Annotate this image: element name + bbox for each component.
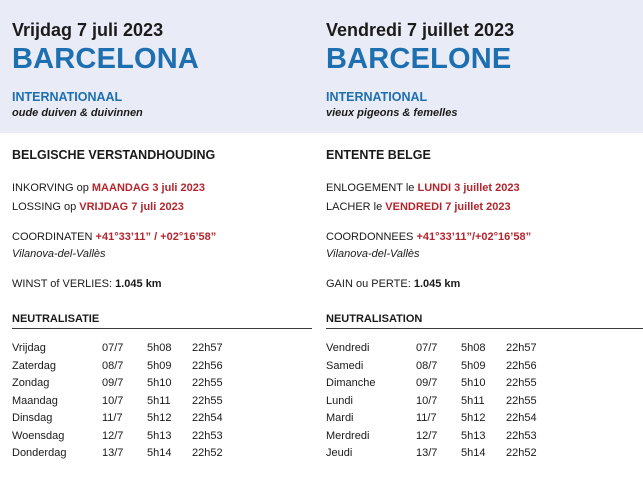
release-value: VRIJDAG 7 juli 2023 bbox=[79, 201, 184, 213]
row-end: 22h55 bbox=[192, 377, 223, 389]
row-end: 22h52 bbox=[506, 447, 537, 459]
gain-value: 1.045 km bbox=[115, 278, 162, 290]
row-date: 09/7 bbox=[102, 377, 124, 389]
row-end: 22h53 bbox=[192, 429, 223, 442]
release-line: LACHER le VENDREDI 7 juillet 2023 bbox=[326, 201, 511, 213]
row-date: 07/7 bbox=[416, 342, 438, 354]
row-day: Maandag bbox=[12, 394, 58, 407]
row-date: 07/7 bbox=[102, 342, 124, 354]
row-day: Woensdag bbox=[12, 429, 65, 442]
row-start: 5h14 bbox=[147, 447, 172, 459]
row-date: 11/7 bbox=[102, 412, 123, 424]
row-day: Lundi bbox=[326, 394, 353, 407]
row-start: 5h11 bbox=[461, 394, 485, 407]
coordinates-value: +41°33’11” / +02°16’58” bbox=[95, 231, 217, 243]
row-day: Dinsdag bbox=[12, 412, 53, 424]
basketing-line: INKORVING op MAANDAG 3 juli 2023 bbox=[12, 182, 205, 194]
row-end: 22h55 bbox=[506, 394, 537, 407]
row-day: Merdredi bbox=[326, 429, 370, 442]
row-end: 22h54 bbox=[506, 412, 537, 424]
row-end: 22h56 bbox=[506, 359, 537, 372]
coordinates-value: +41°33’11”/+02°16’58” bbox=[416, 231, 532, 243]
gain-label: WINST of VERLIES: bbox=[12, 278, 116, 290]
row-date: 08/7 bbox=[102, 359, 124, 372]
row-end: 22h55 bbox=[192, 394, 223, 407]
row-start: 5h12 bbox=[147, 412, 172, 424]
row-end: 22h52 bbox=[192, 447, 223, 459]
row-day: Vendredi bbox=[326, 342, 370, 354]
row-day: Jeudi bbox=[326, 447, 353, 459]
row-day: Zaterdag bbox=[12, 359, 57, 372]
basketing-line: ENLOGEMENT le LUNDI 3 juillet 2023 bbox=[326, 182, 520, 194]
row-start: 5h13 bbox=[147, 429, 172, 442]
row-end: 22h57 bbox=[192, 342, 223, 354]
gain-value: 1.045 km bbox=[413, 278, 461, 290]
row-day: Zondag bbox=[12, 377, 50, 389]
divider bbox=[326, 328, 643, 329]
row-date: 13/7 bbox=[102, 447, 124, 459]
row-start: 5h12 bbox=[461, 412, 486, 424]
gain-line: GAIN ou PERTE: 1.045 km bbox=[326, 278, 460, 290]
gain-line: WINST of VERLIES: 1.045 km bbox=[12, 278, 162, 290]
race-city: BARCELONA bbox=[12, 43, 200, 75]
row-end: 22h57 bbox=[506, 342, 537, 354]
release-place: Vilanova-del-Vallès bbox=[12, 248, 106, 260]
row-start: 5h08 bbox=[461, 342, 486, 354]
row-start: 5h14 bbox=[461, 447, 486, 459]
row-end: 22h53 bbox=[506, 429, 537, 442]
header-band bbox=[0, 0, 643, 133]
row-date: 11/7 bbox=[416, 412, 437, 424]
row-start: 5h11 bbox=[147, 394, 171, 407]
row-end: 22h54 bbox=[192, 412, 223, 424]
row-day: Donderdag bbox=[12, 447, 67, 459]
gain-label: GAIN ou PERTE: bbox=[326, 278, 414, 290]
race-type: INTERNATIONAL bbox=[326, 90, 428, 104]
row-day: Samedi bbox=[326, 359, 364, 372]
release-label: LACHER le bbox=[326, 201, 386, 213]
neutralisation-title: NEUTRALISATIE bbox=[12, 313, 100, 325]
race-category: vieux pigeons & femelles bbox=[326, 107, 458, 119]
coordinates-line: COORDONNEES +41°33’11”/+02°16’58” bbox=[326, 231, 531, 243]
row-day: Dimanche bbox=[326, 377, 376, 389]
organization-name: BELGISCHE VERSTANDHOUDING bbox=[12, 148, 216, 162]
row-date: 08/7 bbox=[416, 359, 438, 372]
divider bbox=[12, 328, 312, 329]
row-date: 12/7 bbox=[102, 429, 124, 442]
row-start: 5h10 bbox=[461, 377, 486, 389]
row-date: 10/7 bbox=[416, 394, 438, 407]
row-date: 09/7 bbox=[416, 377, 438, 389]
release-value: VENDREDI 7 juillet 2023 bbox=[385, 201, 511, 213]
release-line: LOSSING op VRIJDAG 7 juli 2023 bbox=[12, 201, 184, 213]
race-date: Vrijdag 7 juli 2023 bbox=[12, 20, 164, 40]
row-day: Vrijdag bbox=[12, 342, 46, 354]
release-label: LOSSING op bbox=[12, 201, 80, 213]
organization-name: ENTENTE BELGE bbox=[326, 148, 431, 162]
basketing-value: LUNDI 3 juillet 2023 bbox=[417, 182, 520, 194]
row-date: 10/7 bbox=[102, 394, 124, 407]
race-city: BARCELONE bbox=[326, 43, 512, 75]
row-end: 22h55 bbox=[506, 377, 537, 389]
basketing-label: INKORVING op bbox=[12, 182, 92, 194]
basketing-value: MAANDAG 3 juli 2023 bbox=[91, 182, 205, 194]
row-date: 13/7 bbox=[416, 447, 438, 459]
coordinates-label: COORDONNEES bbox=[326, 231, 417, 243]
race-type: INTERNATIONAAL bbox=[12, 90, 123, 104]
row-start: 5h09 bbox=[461, 359, 486, 372]
coordinates-label: COORDINATEN bbox=[12, 231, 96, 243]
race-category: oude duiven & duivinnen bbox=[12, 107, 143, 119]
basketing-label: ENLOGEMENT le bbox=[326, 182, 418, 194]
neutralisation-title: NEUTRALISATION bbox=[326, 313, 423, 325]
row-day: Mardi bbox=[326, 412, 354, 424]
race-date: Vendredi 7 juillet 2023 bbox=[326, 20, 515, 40]
row-start: 5h09 bbox=[147, 359, 172, 372]
row-start: 5h08 bbox=[147, 342, 172, 354]
release-place: Vilanova-del-Vallès bbox=[326, 248, 420, 260]
row-date: 12/7 bbox=[416, 429, 438, 442]
coordinates-line: COORDINATEN +41°33’11” / +02°16’58” bbox=[12, 231, 216, 243]
row-start: 5h10 bbox=[147, 377, 172, 389]
row-end: 22h56 bbox=[192, 359, 223, 372]
row-start: 5h13 bbox=[461, 429, 486, 442]
